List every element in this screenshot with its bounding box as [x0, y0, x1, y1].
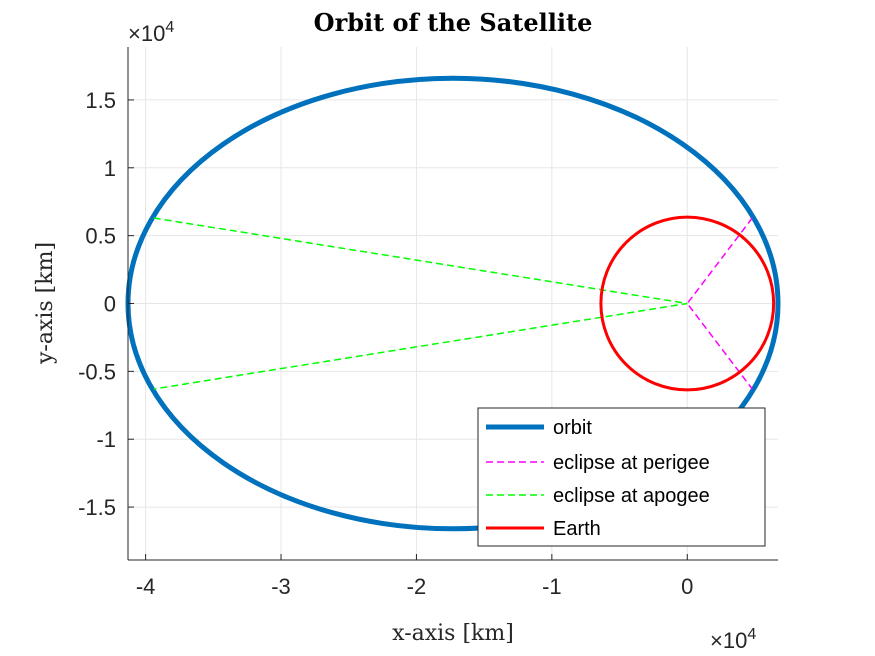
x-exponent-label: ×104: [710, 626, 756, 653]
x-tick-label: 0: [681, 574, 693, 599]
chart-title: Orbit of the Satellite: [314, 8, 593, 37]
legend-label-earth: Earth: [553, 518, 601, 540]
y-tick-label: -1.5: [78, 495, 116, 520]
legend: orbit eclipse at perigee eclipse at apog…: [477, 407, 766, 547]
y-exponent-label: ×104: [128, 19, 174, 46]
legend-label-perigee: eclipse at perigee: [553, 452, 710, 474]
eclipse-perigee-line: [686, 217, 753, 390]
x-tick-label: -4: [136, 574, 156, 599]
y-tick-label: 1.5: [85, 88, 116, 113]
eclipse-apogee-line: [153, 217, 688, 390]
y-axis-label: y-axis [km]: [33, 242, 58, 365]
y-tick-label: -0.5: [78, 359, 116, 384]
legend-box: [477, 407, 766, 547]
x-tick-label: -1: [542, 574, 562, 599]
x-tick-label: -2: [407, 574, 427, 599]
y-tick-label: 0.5: [85, 224, 116, 249]
legend-label-orbit: orbit: [553, 417, 592, 439]
y-tick-label: -1: [96, 427, 116, 452]
x-ticks: -4 -3 -2 -1 0: [136, 554, 693, 599]
y-tick-label: 0: [104, 292, 116, 317]
earth-circle: [599, 215, 776, 392]
x-axis-label: x-axis [km]: [392, 621, 514, 646]
x-tick-label: -3: [271, 574, 291, 599]
y-ticks: -1.5 -1 -0.5 0 0.5 1 1.5: [78, 88, 134, 520]
legend-label-apogee: eclipse at apogee: [553, 485, 710, 507]
y-tick-label: 1: [104, 156, 116, 181]
